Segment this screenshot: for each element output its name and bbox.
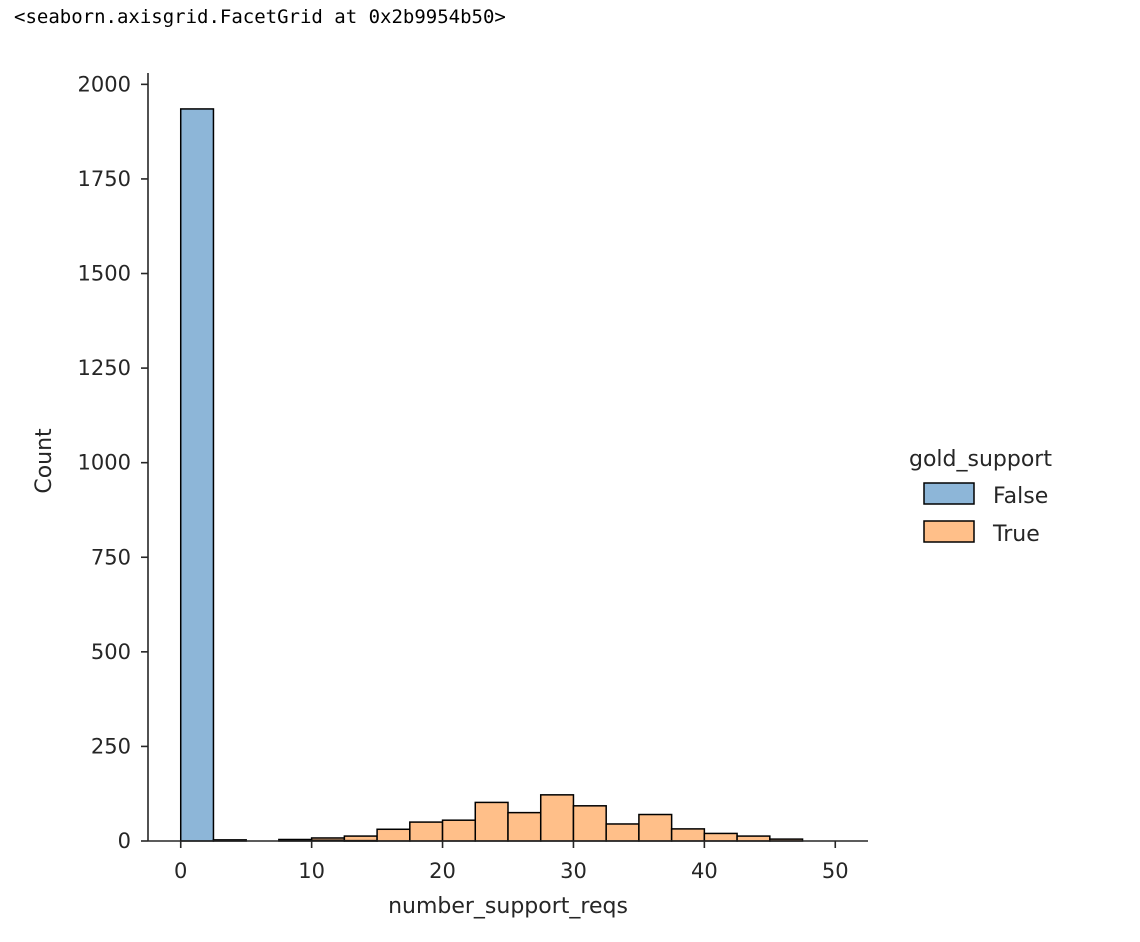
bar-true-bin-12 <box>572 805 607 842</box>
bar-true-bin-8 <box>441 819 477 842</box>
y-axis-label: Count <box>32 428 57 494</box>
y-tick-label: 0 <box>118 829 131 853</box>
y-tick-label: 1250 <box>78 356 131 380</box>
legend: gold_support False True <box>909 447 1052 547</box>
x-tick-label: 50 <box>822 859 849 883</box>
legend-swatch-false <box>923 482 975 505</box>
bar-true-bin-14 <box>638 813 673 842</box>
bar-true-bin-13 <box>605 823 640 842</box>
x-tick-label: 10 <box>298 859 325 883</box>
bar-true-bin-3 <box>278 838 313 841</box>
legend-label-true: True <box>992 522 1040 547</box>
bar-true-bin-5 <box>343 835 378 842</box>
y-tick-label: 750 <box>91 545 131 569</box>
legend-label-false: False <box>993 484 1048 509</box>
bar-true-bin-15 <box>670 828 706 842</box>
bar-true-bin-7 <box>409 821 444 842</box>
y-tick-label: 2000 <box>78 72 131 96</box>
bar-true-bin-16 <box>703 832 738 842</box>
y-tick-label: 1000 <box>78 451 131 475</box>
bar-true-bin-10 <box>507 811 542 842</box>
y-tick-label: 250 <box>91 734 131 758</box>
x-tick-label: 40 <box>691 859 718 883</box>
bar-true-bin-11 <box>539 794 575 842</box>
bar-true-bin-4 <box>310 837 346 841</box>
bar-true-bin-6 <box>376 828 411 842</box>
y-tick-label: 1500 <box>78 262 131 286</box>
axis-ticks: 0 10 20 30 40 5002505007501000125015001750200… <box>78 72 849 883</box>
bar-false-bin-0 <box>179 108 215 842</box>
chart-axes <box>147 73 868 842</box>
y-tick-label: 500 <box>91 640 131 664</box>
legend-swatch-true <box>923 520 975 543</box>
bar-true-bin-9 <box>474 801 509 842</box>
histogram-bars <box>179 108 804 842</box>
x-tick-label: 30 <box>560 859 587 883</box>
output-repr-text: <seaborn.axisgrid.FacetGrid at 0x2b9954b… <box>14 6 506 28</box>
y-tick-label: 1750 <box>78 167 131 191</box>
x-tick-label: 0 <box>174 859 187 883</box>
x-tick-label: 20 <box>429 859 456 883</box>
legend-title: gold_support <box>909 447 1052 472</box>
x-axis-label: number_support_reqs <box>388 894 628 919</box>
